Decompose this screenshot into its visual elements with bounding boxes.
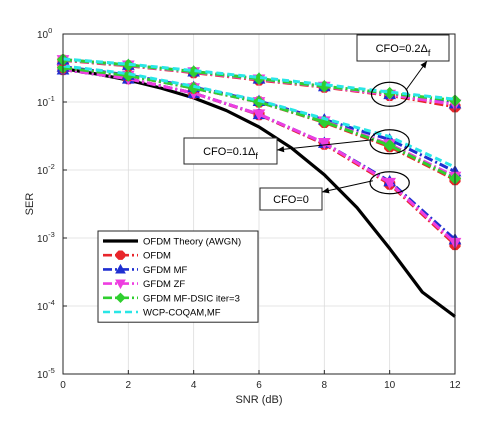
x-tick-label: 2	[126, 380, 132, 391]
annotation-arrowhead	[420, 61, 427, 69]
legend-label: GFDM ZF	[143, 279, 185, 290]
annotation-box	[183, 137, 278, 165]
data-point-marker	[115, 263, 126, 274]
x-tick-label: 12	[449, 380, 461, 391]
annotation-label: CFO=0	[273, 194, 309, 206]
annotation-box	[259, 187, 323, 211]
x-axis-label: SNR (dB)	[235, 394, 282, 406]
annotation-arrowhead	[277, 146, 285, 153]
annotations: CFO=0.2Δf CFO=0.1Δf CFO=0	[183, 34, 450, 211]
legend-entry: OFDM	[103, 250, 171, 262]
y-axis-label: SER	[24, 193, 36, 216]
annotation-2: CFO=0.1Δf	[183, 129, 410, 165]
data-point-marker	[115, 279, 126, 290]
x-axis-ticks: 0 2 4 6 8 10 12	[60, 370, 461, 391]
legend-box	[97, 230, 259, 323]
annotation-box	[356, 34, 450, 62]
annotation-arrow	[276, 139, 373, 151]
legend-label: GFDM MF	[143, 265, 188, 276]
legend-entry: WCP-COQAM,MF	[103, 308, 221, 319]
x-tick-label: 8	[322, 380, 328, 391]
data-point-marker	[252, 109, 266, 121]
legend-entry: GFDM ZF	[103, 279, 185, 290]
data-point-marker	[115, 250, 126, 260]
annotation-arrow	[321, 180, 373, 193]
x-tick-label: 6	[256, 380, 262, 391]
x-tick-label: 10	[384, 380, 396, 391]
legend-label: WCP-COQAM,MF	[143, 308, 221, 319]
series-wcp-coqam-mf	[62, 64, 456, 169]
annotation-ellipse	[370, 81, 409, 107]
annotation-ellipse	[369, 129, 410, 155]
annotation-ellipse	[369, 171, 410, 195]
annotation-label: CFO=0.1Δf	[203, 146, 258, 161]
annotation-3: CFO=0	[259, 171, 410, 211]
annotation-arrowhead	[322, 187, 330, 194]
legend: OFDM Theory (AWGN) OFDM GFDM MF GFDM ZF GFDM…	[97, 230, 259, 323]
data-point-marker	[383, 139, 396, 152]
legend-entry: GFDM MF	[103, 263, 188, 276]
x-tick-label: 0	[60, 380, 66, 391]
legend-label: GFDM MF-DSIC iter=3	[143, 293, 240, 304]
data-point-marker	[115, 292, 126, 304]
annotation-label: CFO=0.2Δf	[376, 43, 431, 58]
x-tick-label: 4	[191, 380, 197, 391]
legend-entry: OFDM Theory (AWGN)	[103, 237, 241, 248]
data-point-marker	[317, 138, 331, 150]
series-layer	[56, 53, 462, 318]
legend-label: OFDM Theory (AWGN)	[143, 237, 241, 248]
legend-label: OFDM	[143, 251, 171, 262]
annotation-1: CFO=0.2Δf	[356, 34, 450, 107]
series-line	[62, 64, 456, 169]
legend-entry: GFDM MF-DSIC iter=3	[103, 292, 240, 304]
data-point-marker	[383, 177, 397, 190]
